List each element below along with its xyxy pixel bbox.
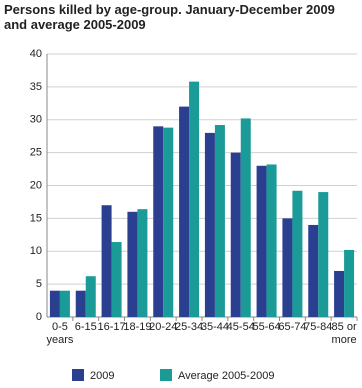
bar bbox=[189, 81, 200, 318]
x-tick-label: 16-17 bbox=[97, 321, 126, 333]
chart-title: Persons killed by age-group. January-Dec… bbox=[4, 2, 335, 32]
legend-label: 2009 bbox=[90, 370, 114, 382]
x-tick-label: 65-74 bbox=[278, 321, 307, 333]
bar bbox=[256, 165, 267, 317]
x-tick-label: 35-44 bbox=[200, 321, 229, 333]
bar bbox=[85, 276, 96, 317]
y-tick-label: 10 bbox=[30, 245, 42, 257]
x-tick-label: 25-34 bbox=[175, 321, 204, 333]
x-tick-label: 18-19 bbox=[123, 321, 152, 333]
y-tick-label: 40 bbox=[30, 48, 42, 60]
y-tick-label: 25 bbox=[30, 147, 42, 159]
y-tick-label: 5 bbox=[36, 278, 42, 290]
x-tick-label: 75-84 bbox=[304, 321, 333, 333]
bar bbox=[163, 127, 174, 317]
bar bbox=[308, 224, 319, 317]
x-tick-label: 6-15 bbox=[74, 321, 97, 333]
bar bbox=[127, 211, 138, 317]
x-tick-label: 20-24 bbox=[149, 321, 178, 333]
x-tick-label: 85 or more bbox=[331, 321, 357, 346]
bar bbox=[266, 164, 277, 317]
legend-label: Average 2005-2009 bbox=[178, 370, 274, 382]
y-tick-label: 15 bbox=[30, 212, 42, 224]
legend-swatch bbox=[72, 369, 84, 381]
bar bbox=[318, 192, 329, 317]
bar bbox=[292, 190, 303, 317]
bar bbox=[240, 118, 251, 317]
bar bbox=[49, 290, 60, 317]
bar bbox=[230, 152, 241, 317]
x-tick-label: 55-64 bbox=[252, 321, 281, 333]
y-tick-label: 20 bbox=[30, 179, 42, 191]
legend-swatch bbox=[160, 369, 172, 381]
bar bbox=[214, 125, 225, 317]
bar bbox=[75, 290, 86, 317]
bar bbox=[101, 205, 112, 317]
x-tick-label: 0-5 years bbox=[46, 321, 74, 346]
bar bbox=[179, 106, 190, 317]
bar bbox=[344, 249, 355, 317]
y-tick-label: 0 bbox=[36, 311, 42, 323]
bar bbox=[111, 242, 122, 317]
bar bbox=[137, 209, 148, 317]
bar bbox=[334, 270, 345, 317]
y-tick-label: 30 bbox=[30, 114, 42, 126]
bar bbox=[204, 132, 215, 317]
bar bbox=[282, 218, 293, 317]
x-tick-label: 45-54 bbox=[226, 321, 255, 333]
y-tick-label: 35 bbox=[30, 81, 42, 93]
bar bbox=[59, 290, 70, 317]
bar bbox=[153, 126, 164, 317]
